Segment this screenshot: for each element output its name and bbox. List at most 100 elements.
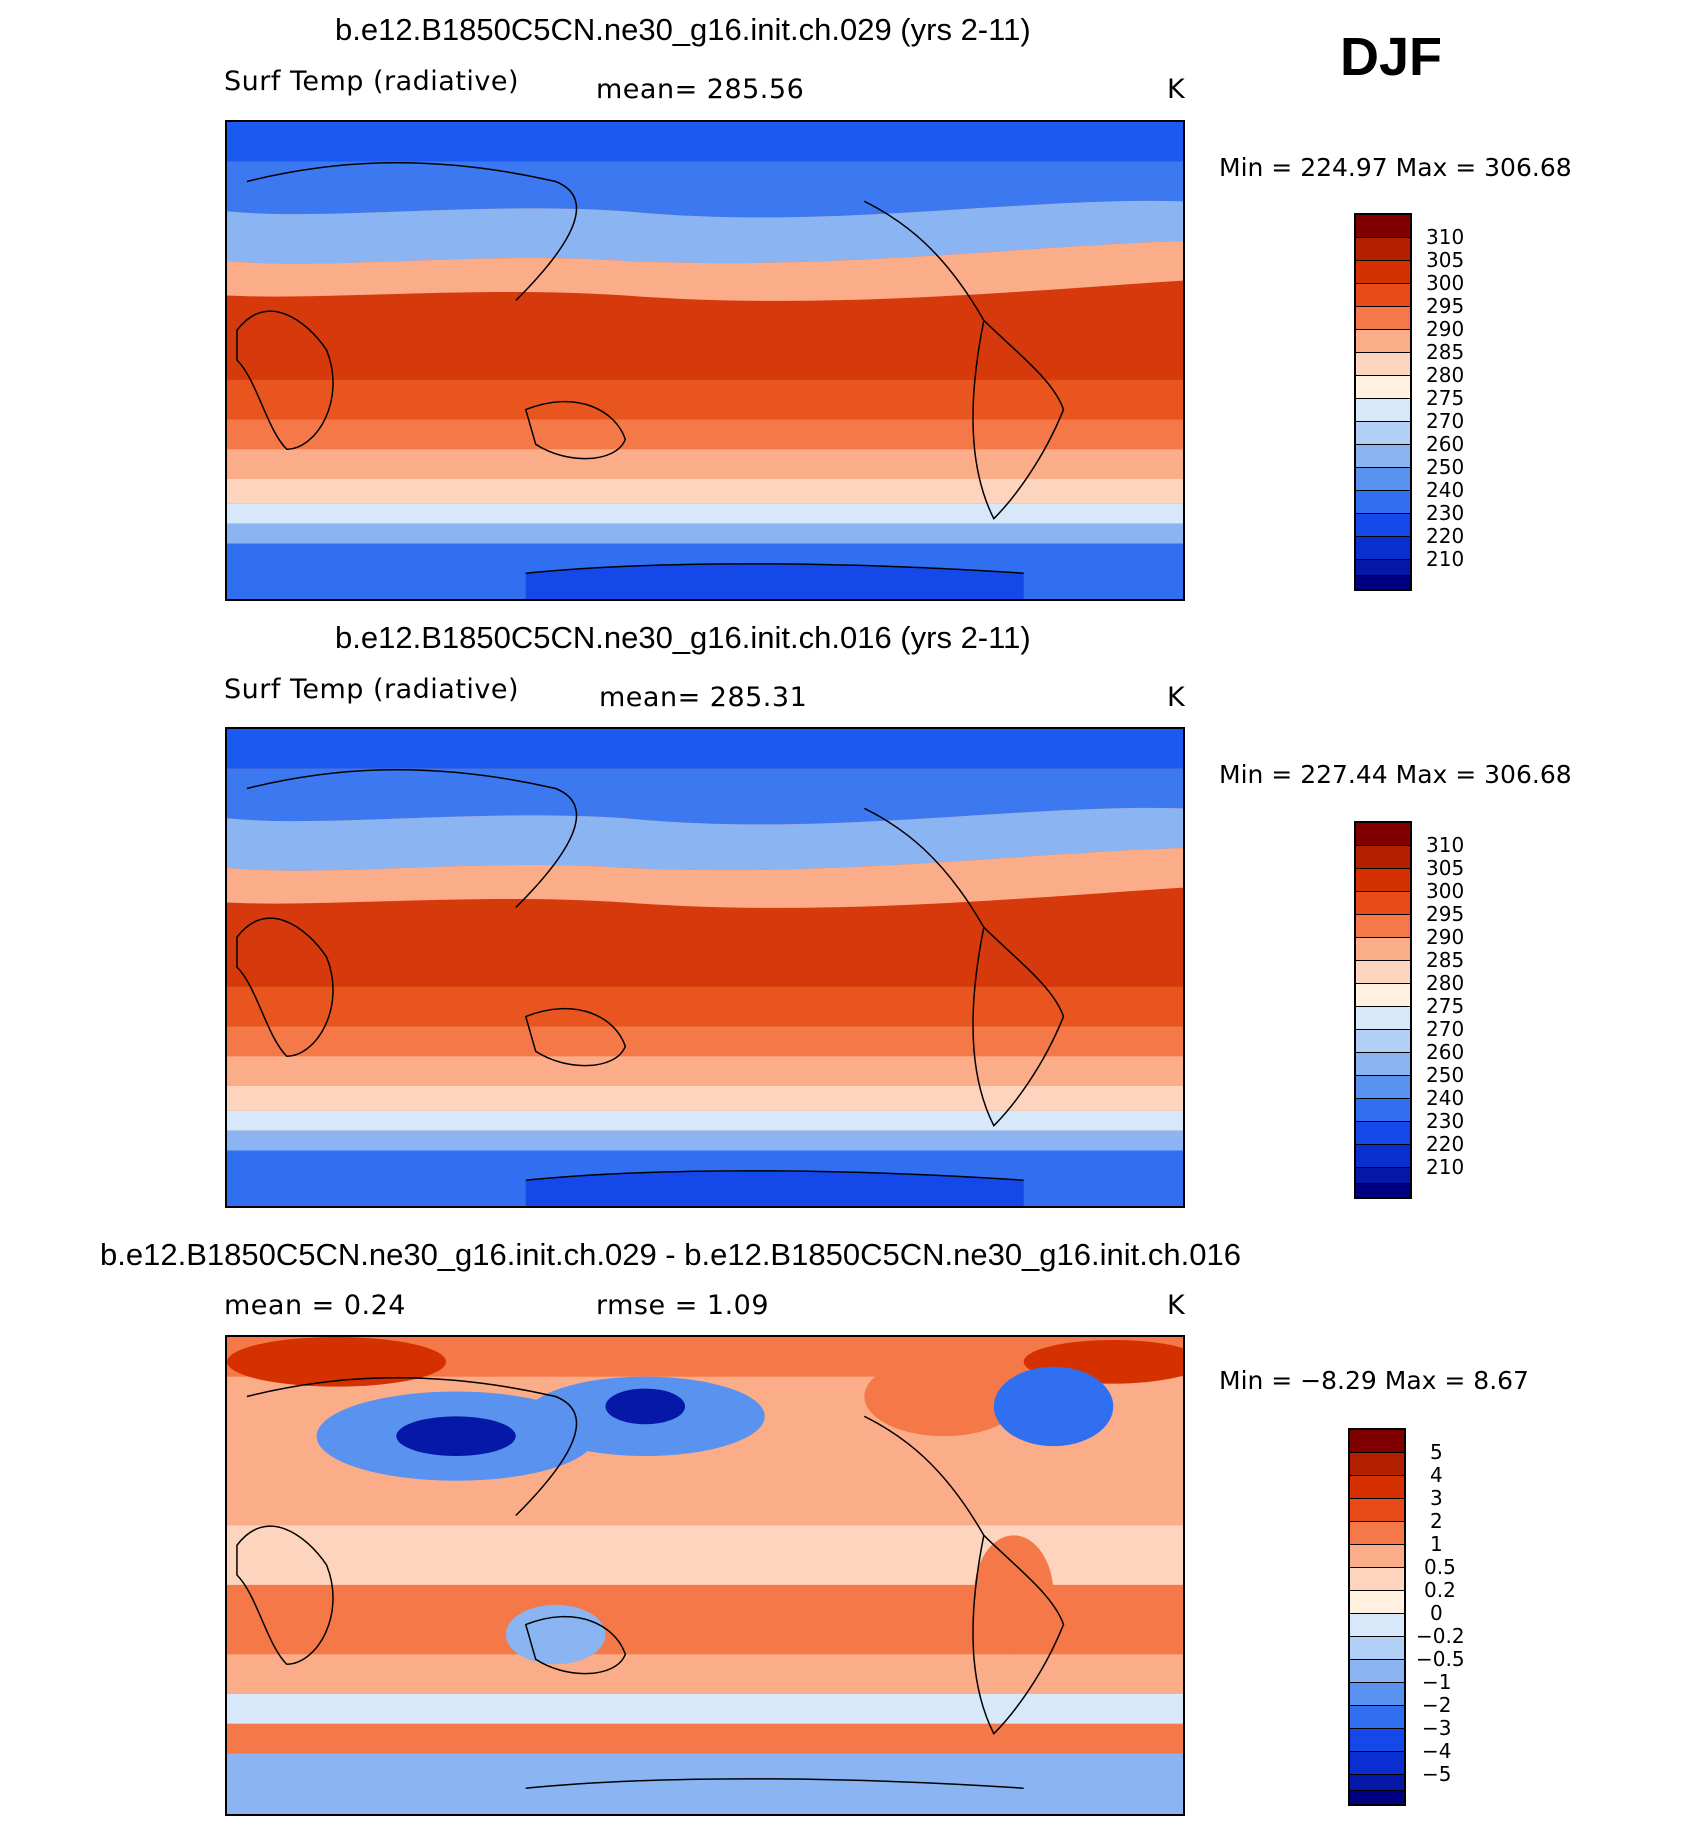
panel-3-tick: 0.2 — [1424, 1578, 1456, 1602]
panel-1-colorbar-cell-8 — [1356, 399, 1410, 422]
panel-2-colorbar-cell-0 — [1356, 823, 1410, 846]
panel-1-tick: 210 — [1426, 547, 1465, 571]
panel-2-mean: mean= 285.31 — [599, 682, 808, 713]
panel-2-tick: 310 — [1426, 833, 1465, 857]
panel-1-tick: 310 — [1426, 225, 1465, 249]
panel-2-colorbar-cell-14 — [1356, 1145, 1410, 1168]
panel-3-colorbar-cell-10 — [1350, 1660, 1404, 1683]
panel-3-colorbar-cell-5 — [1350, 1545, 1404, 1568]
panel-2-tick: 300 — [1426, 879, 1465, 903]
panel-2-tick: 305 — [1426, 856, 1465, 880]
panel-2-map — [225, 727, 1185, 1208]
panel-1-colorbar-cell-0 — [1356, 215, 1410, 238]
panel-1-tick: 260 — [1426, 432, 1465, 456]
panel-3-colorbar-cell-8 — [1350, 1614, 1404, 1637]
panel-2-tick: 290 — [1426, 925, 1465, 949]
panel-3-tick: −0.5 — [1416, 1647, 1465, 1671]
panel-2-colorbar-cell-13 — [1356, 1122, 1410, 1145]
panel-2-tick: 240 — [1426, 1086, 1465, 1110]
panel-3-tick: 4 — [1430, 1463, 1443, 1487]
panel-1-colorbar-cell-3 — [1356, 284, 1410, 307]
panel-1-tick: 280 — [1426, 363, 1465, 387]
panel-1-tick: 295 — [1426, 294, 1465, 318]
panel-2-colorbar-cell-8 — [1356, 1007, 1410, 1030]
panel-3-colorbar — [1348, 1428, 1406, 1806]
panel-2-map-graphic — [227, 729, 1183, 1206]
panel-3-units: K — [1167, 1290, 1186, 1321]
panel-2-colorbar — [1354, 821, 1412, 1199]
panel-3-tick: −0.2 — [1416, 1624, 1465, 1648]
panel-1-variable: Surf Temp (radiative) — [224, 66, 520, 97]
panel-3-colorbar-cell-12 — [1350, 1706, 1404, 1729]
panel-1-tick: 270 — [1426, 409, 1465, 433]
panel-2-colorbar-cell-4 — [1356, 915, 1410, 938]
panel-1-title: b.e12.B1850C5CN.ne30_g16.init.ch.029 (yr… — [335, 12, 1031, 47]
panel-3-tick: −5 — [1422, 1762, 1452, 1786]
panel-3-tick: 0.5 — [1424, 1555, 1456, 1579]
panel-3-tick: 1 — [1430, 1532, 1443, 1556]
panel-3-map-graphic — [227, 1337, 1183, 1814]
panel-3-colorbar-cell-15 — [1350, 1775, 1404, 1791]
panel-2-colorbar-cell-16 — [1356, 1184, 1410, 1197]
panel-2-minmax: Min = 227.44 Max = 306.68 — [1219, 760, 1572, 789]
panel-1-tick: 240 — [1426, 478, 1465, 502]
panel-1-tick: 305 — [1426, 248, 1465, 272]
panel-3-tick: −1 — [1422, 1670, 1452, 1694]
panel-1-map — [225, 120, 1185, 601]
panel-3-colorbar-cell-1 — [1350, 1453, 1404, 1476]
panel-3-colorbar-cell-14 — [1350, 1752, 1404, 1775]
panel-3-tick: −2 — [1422, 1693, 1452, 1717]
panel-2-tick: 285 — [1426, 948, 1465, 972]
panel-1-minmax: Min = 224.97 Max = 306.68 — [1219, 153, 1572, 182]
panel-2-tick: 210 — [1426, 1155, 1465, 1179]
panel-2-tick: 295 — [1426, 902, 1465, 926]
panel-3-colorbar-cell-6 — [1350, 1568, 1404, 1591]
panel-3-colorbar-cell-3 — [1350, 1499, 1404, 1522]
panel-2-tick: 260 — [1426, 1040, 1465, 1064]
panel-3-tick: 5 — [1430, 1440, 1443, 1464]
panel-2-colorbar-cell-3 — [1356, 892, 1410, 915]
panel-1-colorbar-cell-12 — [1356, 491, 1410, 514]
panel-3-colorbar-cell-4 — [1350, 1522, 1404, 1545]
panel-2-tick: 230 — [1426, 1109, 1465, 1133]
panel-3-colorbar-cell-13 — [1350, 1729, 1404, 1752]
panel-2-colorbar-cell-11 — [1356, 1076, 1410, 1099]
panel-3-minmax: Min = −8.29 Max = 8.67 — [1219, 1366, 1529, 1395]
panel-3-colorbar-cell-0 — [1350, 1430, 1404, 1453]
panel-1-colorbar-cell-9 — [1356, 422, 1410, 445]
season-label: DJF — [1340, 27, 1443, 87]
panel-2-title: b.e12.B1850C5CN.ne30_g16.init.ch.016 (yr… — [335, 620, 1031, 655]
panel-3-title: b.e12.B1850C5CN.ne30_g16.init.ch.029 - b… — [100, 1237, 1241, 1272]
panel-2-colorbar-cell-2 — [1356, 869, 1410, 892]
panel-1-colorbar-cell-6 — [1356, 353, 1410, 376]
panel-3-tick: 3 — [1430, 1486, 1443, 1510]
panel-1-tick: 220 — [1426, 524, 1465, 548]
panel-2-colorbar-cell-5 — [1356, 938, 1410, 961]
panel-2-tick: 220 — [1426, 1132, 1465, 1156]
panel-1-tick: 300 — [1426, 271, 1465, 295]
panel-1-colorbar-cell-7 — [1356, 376, 1410, 399]
panel-2-colorbar-cell-10 — [1356, 1053, 1410, 1076]
panel-3-colorbar-cell-7 — [1350, 1591, 1404, 1614]
panel-3-mean: mean = 0.24 — [224, 1290, 406, 1321]
panel-3-map — [225, 1335, 1185, 1816]
panel-3-tick: 0 — [1430, 1601, 1443, 1625]
panel-2-colorbar-cell-9 — [1356, 1030, 1410, 1053]
panel-1-tick: 290 — [1426, 317, 1465, 341]
panel-2-tick: 280 — [1426, 971, 1465, 995]
panel-2-variable: Surf Temp (radiative) — [224, 674, 520, 705]
panel-1-colorbar — [1354, 213, 1412, 591]
panel-2-colorbar-cell-12 — [1356, 1099, 1410, 1122]
panel-1-tick: 285 — [1426, 340, 1465, 364]
panel-1-colorbar-cell-16 — [1356, 576, 1410, 589]
panel-1-colorbar-cell-5 — [1356, 330, 1410, 353]
panel-1-colorbar-cell-10 — [1356, 445, 1410, 468]
panel-2-colorbar-cell-7 — [1356, 984, 1410, 1007]
panel-3-tick: −3 — [1422, 1716, 1452, 1740]
panel-2-colorbar-cell-1 — [1356, 846, 1410, 869]
panel-1-colorbar-cell-11 — [1356, 468, 1410, 491]
panel-2-tick: 270 — [1426, 1017, 1465, 1041]
panel-2-units: K — [1167, 682, 1186, 713]
panel-2-colorbar-cell-15 — [1356, 1168, 1410, 1184]
panel-1-units: K — [1167, 74, 1186, 105]
